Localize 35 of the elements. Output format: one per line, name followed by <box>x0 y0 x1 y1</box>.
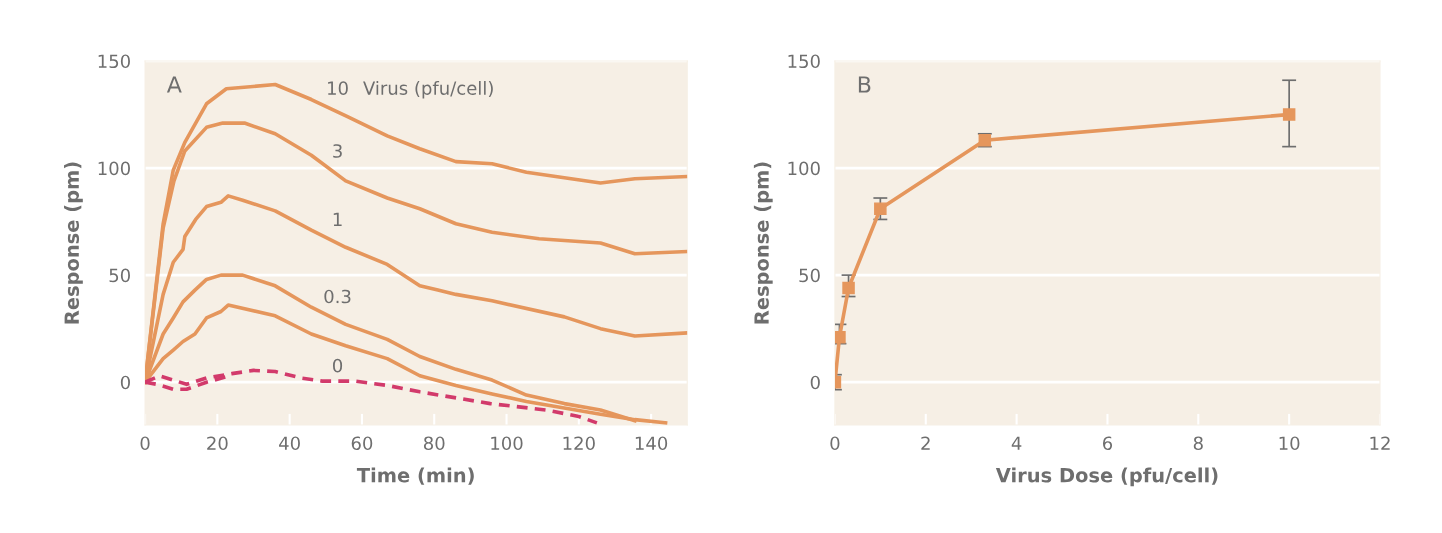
y-tick-label: 0 <box>120 375 130 390</box>
y-tick-label: 0 <box>810 375 820 390</box>
legend-title: Virus (pfu/cell) <box>363 80 493 99</box>
series-label: 0 <box>332 358 343 373</box>
y-tick-label: 100 <box>98 161 130 176</box>
x-tick-label: 20 <box>207 436 228 451</box>
x-tick-label: 60 <box>351 436 373 451</box>
y-axis-title: Response (pm) <box>753 162 773 324</box>
x-tick-label: 10 <box>1279 436 1300 451</box>
x-tick-label: 12 <box>1370 436 1390 450</box>
y-tick-label: 150 <box>788 54 820 69</box>
x-axis-title: Time (min) <box>356 467 474 485</box>
y-tick-label: 150 <box>98 54 130 69</box>
annotation: B <box>858 76 871 93</box>
x-axis-title: Virus Dose (pfu/cell) <box>995 467 1218 487</box>
x-tick-label: 100 <box>491 436 523 451</box>
y-tick-label: 50 <box>109 268 130 283</box>
annotation: A <box>166 76 182 93</box>
x-tick-label: 0 <box>830 436 840 451</box>
series-label: 10 <box>328 81 348 95</box>
y-axis-title: Response (pm) <box>64 162 83 324</box>
x-tick-label: 80 <box>423 436 445 451</box>
series-label: 1 <box>333 212 342 226</box>
x-tick-label: 0 <box>140 436 150 451</box>
series-label: 0.3 <box>324 289 351 304</box>
x-tick-label: 4 <box>1011 436 1022 450</box>
x-tick-label: 6 <box>1102 436 1113 451</box>
x-tick-label: 120 <box>563 436 595 451</box>
y-tick-label: 100 <box>788 161 820 176</box>
series-label: 3 <box>333 144 342 158</box>
y-tick-label: 50 <box>799 268 820 283</box>
x-tick-label: 140 <box>635 436 668 451</box>
x-tick-label: 2 <box>921 436 930 450</box>
x-tick-label: 8 <box>1193 436 1203 451</box>
x-tick-label: 40 <box>279 436 300 451</box>
